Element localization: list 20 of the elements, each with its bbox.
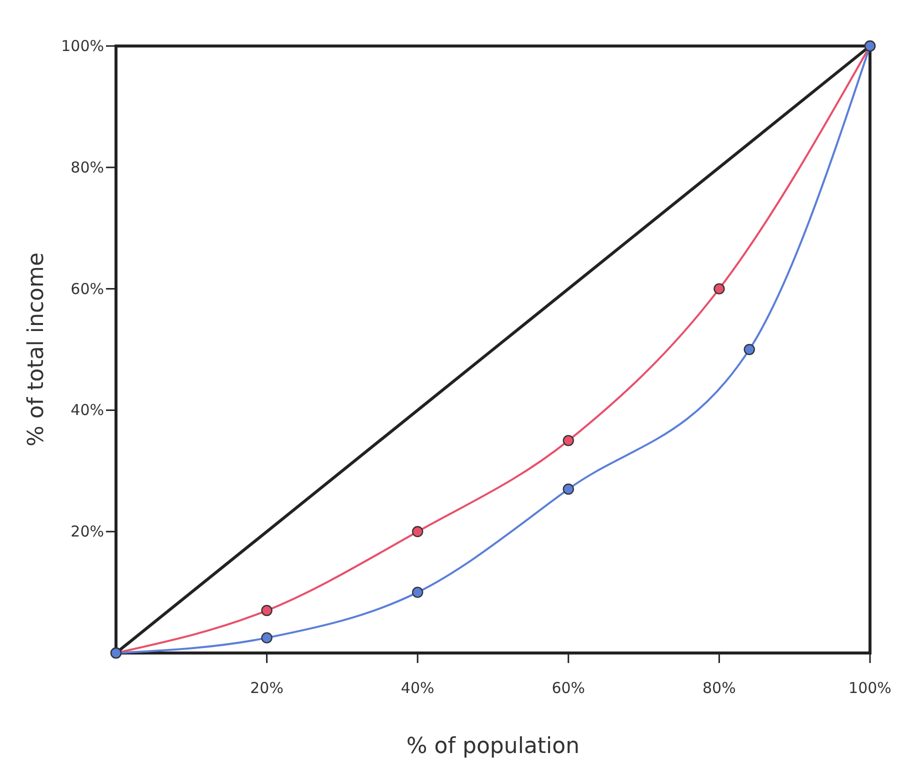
point	[562, 434, 574, 446]
y-tick-label: 40%	[70, 401, 104, 420]
x-axis-title: % of population	[406, 734, 580, 759]
point	[562, 484, 574, 495]
y-tick-label: 100%	[61, 37, 104, 55]
y-tick-label: 20%	[70, 522, 104, 541]
x-tick-label: 20%	[250, 679, 284, 697]
x-tick-label: 40%	[400, 679, 434, 697]
point	[261, 632, 272, 644]
x-tick-label: 80%	[702, 679, 736, 697]
y-tick-label: 60%	[70, 280, 104, 298]
point	[744, 344, 755, 356]
x-tick-label: 100%	[848, 679, 892, 697]
y-axis-title: % of total income	[24, 252, 49, 446]
point	[412, 526, 424, 538]
y-tick-label: 80%	[70, 158, 104, 176]
point	[412, 586, 424, 598]
point	[261, 604, 272, 616]
x-tick-label: 60%	[552, 679, 586, 697]
point	[714, 283, 725, 294]
